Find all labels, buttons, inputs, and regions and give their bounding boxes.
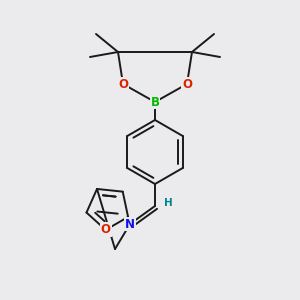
Text: O: O xyxy=(182,77,192,91)
Text: H: H xyxy=(164,198,172,208)
Text: N: N xyxy=(125,218,135,230)
Text: O: O xyxy=(118,77,128,91)
Text: O: O xyxy=(101,224,111,236)
Text: B: B xyxy=(151,95,160,109)
